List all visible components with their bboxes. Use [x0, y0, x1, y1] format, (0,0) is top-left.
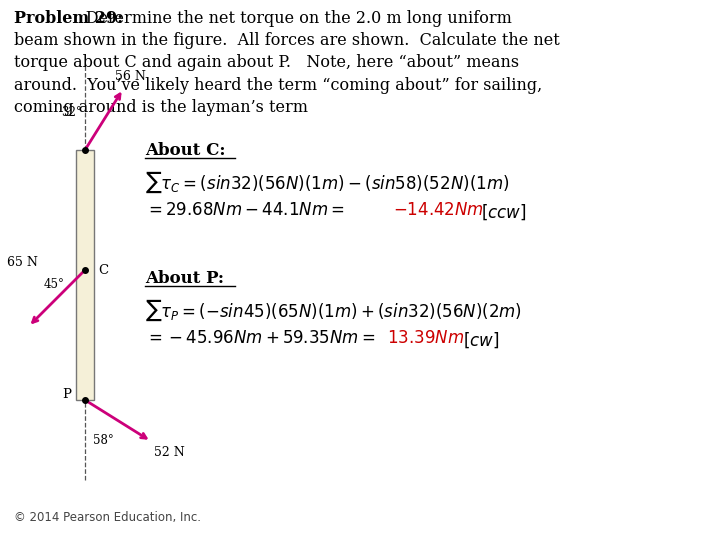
Text: $13.39Nm$: $13.39Nm$: [387, 330, 464, 347]
Text: © 2014 Pearson Education, Inc.: © 2014 Pearson Education, Inc.: [14, 511, 201, 524]
Text: About C:: About C:: [145, 142, 225, 159]
Text: $[ccw]$: $[ccw]$: [481, 202, 526, 221]
Text: C: C: [98, 264, 108, 276]
Text: Problem 29:: Problem 29:: [14, 10, 123, 27]
Text: 52 N: 52 N: [154, 447, 185, 460]
Text: P: P: [62, 388, 71, 402]
Text: $\sum\tau_C = (sin32)(56N)(1m) - (sin58)(52N)(1m)$: $\sum\tau_C = (sin32)(56N)(1m) - (sin58)…: [145, 170, 509, 195]
Text: 56 N: 56 N: [115, 70, 146, 83]
Text: 45°: 45°: [44, 278, 65, 291]
Text: 32°: 32°: [61, 105, 82, 118]
Text: About P:: About P:: [145, 270, 224, 287]
Text: $\sum\tau_P = (-sin45)(65N)(1m) + (sin32)(56N)(2m)$: $\sum\tau_P = (-sin45)(65N)(1m) + (sin32…: [145, 298, 522, 323]
Bar: [76, 150, 94, 400]
Text: 65 N: 65 N: [7, 255, 38, 268]
Text: $-14.42Nm$: $-14.42Nm$: [393, 202, 484, 219]
Text: $= -45.96Nm + 59.35Nm = $: $= -45.96Nm + 59.35Nm = $: [145, 330, 375, 347]
Text: Determine the net torque on the 2.0 m long uniform
beam shown in the figure.  Al: Determine the net torque on the 2.0 m lo…: [14, 10, 559, 116]
Text: $= 29.68Nm - 44.1Nm = $: $= 29.68Nm - 44.1Nm = $: [145, 202, 345, 219]
Text: 58°: 58°: [93, 434, 114, 447]
Text: $[cw]$: $[cw]$: [463, 330, 499, 349]
